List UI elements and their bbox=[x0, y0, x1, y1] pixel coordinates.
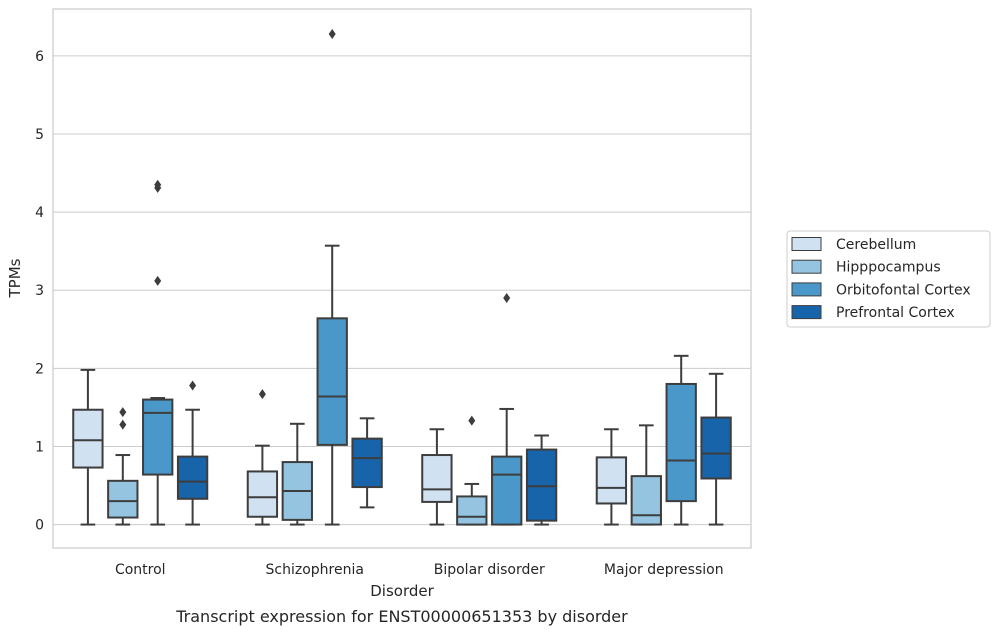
box-body bbox=[246, 470, 279, 518]
chart-caption: Transcript expression for ENST0000065135… bbox=[175, 607, 628, 626]
series-prefrontal-cortex bbox=[176, 372, 732, 526]
outlier-point bbox=[154, 179, 162, 190]
y-axis-label: TPMs bbox=[6, 258, 24, 298]
legend-items: Cerebellum Hipppocampus Orbitofontal Corte… bbox=[791, 237, 971, 321]
outlier-point bbox=[258, 389, 266, 400]
x-tick-label: Bipolar disorder bbox=[434, 562, 545, 578]
outlier-point bbox=[154, 275, 162, 286]
y-tick-labels: 0 1 2 3 4 5 6 bbox=[35, 49, 44, 534]
box bbox=[316, 28, 348, 526]
box bbox=[630, 424, 662, 526]
box-body bbox=[525, 448, 558, 522]
box bbox=[72, 368, 104, 526]
box bbox=[665, 354, 697, 526]
legend: Cerebellum Hipppocampus Orbitofontal Corte… bbox=[786, 230, 991, 328]
series-orbitofontal-cortex bbox=[142, 28, 697, 526]
y-tick-label: 6 bbox=[35, 49, 44, 65]
x-tick-label: Control bbox=[115, 562, 166, 578]
box bbox=[525, 434, 558, 526]
box bbox=[421, 428, 453, 526]
box bbox=[456, 415, 488, 526]
box-body bbox=[72, 408, 104, 469]
plot-frame bbox=[52, 8, 752, 549]
outlier-point bbox=[328, 28, 336, 39]
box-body bbox=[176, 455, 209, 500]
box-body bbox=[107, 479, 139, 519]
box-body bbox=[700, 416, 732, 480]
legend-label: Cerebellum bbox=[836, 237, 916, 253]
y-tick-label: 5 bbox=[35, 127, 44, 143]
y-tick-label: 4 bbox=[35, 205, 44, 221]
y-tick-label: 1 bbox=[35, 439, 44, 455]
legend-swatch bbox=[791, 305, 822, 320]
box-body bbox=[421, 454, 453, 503]
box-body bbox=[595, 456, 628, 505]
legend-frame bbox=[786, 230, 991, 328]
outlier-point bbox=[503, 293, 511, 304]
legend-label: Prefrontal Cortex bbox=[836, 305, 955, 321]
y-tick-label: 3 bbox=[35, 283, 44, 299]
series-hipppocampus bbox=[107, 407, 662, 526]
x-tick-label: Schizophrenia bbox=[266, 562, 364, 578]
x-tick-label: Major depression bbox=[604, 562, 724, 578]
box-body bbox=[316, 317, 348, 446]
box bbox=[246, 389, 279, 526]
legend-label: Orbitofontal Cortex bbox=[836, 282, 971, 298]
legend-swatch bbox=[791, 237, 822, 251]
x-axis-label: Disorder bbox=[370, 582, 434, 600]
outlier-point bbox=[119, 419, 127, 430]
box bbox=[595, 428, 628, 526]
legend-swatch bbox=[791, 282, 822, 297]
box bbox=[107, 407, 139, 526]
box bbox=[176, 380, 209, 526]
legend-swatch bbox=[791, 259, 822, 274]
box-body bbox=[142, 398, 174, 476]
box-series bbox=[72, 28, 732, 526]
x-tick-labels: Control Schizophrenia Bipolar disorder Majo… bbox=[115, 562, 724, 578]
outlier-point bbox=[119, 407, 127, 418]
box bbox=[700, 372, 732, 526]
y-tick-label: 0 bbox=[35, 518, 44, 534]
legend-label: Hipppocampus bbox=[836, 260, 941, 276]
box-body bbox=[665, 382, 697, 503]
series-cerebellum bbox=[72, 368, 628, 526]
box bbox=[281, 422, 313, 526]
box-body bbox=[630, 475, 662, 526]
box bbox=[142, 179, 174, 526]
y-tick-label: 2 bbox=[35, 361, 44, 377]
box-body bbox=[456, 495, 488, 526]
outlier-point bbox=[468, 415, 476, 426]
box-body bbox=[491, 455, 523, 526]
box-body bbox=[351, 437, 383, 489]
box bbox=[351, 417, 383, 509]
box bbox=[491, 293, 523, 526]
outlier-point bbox=[189, 380, 197, 391]
